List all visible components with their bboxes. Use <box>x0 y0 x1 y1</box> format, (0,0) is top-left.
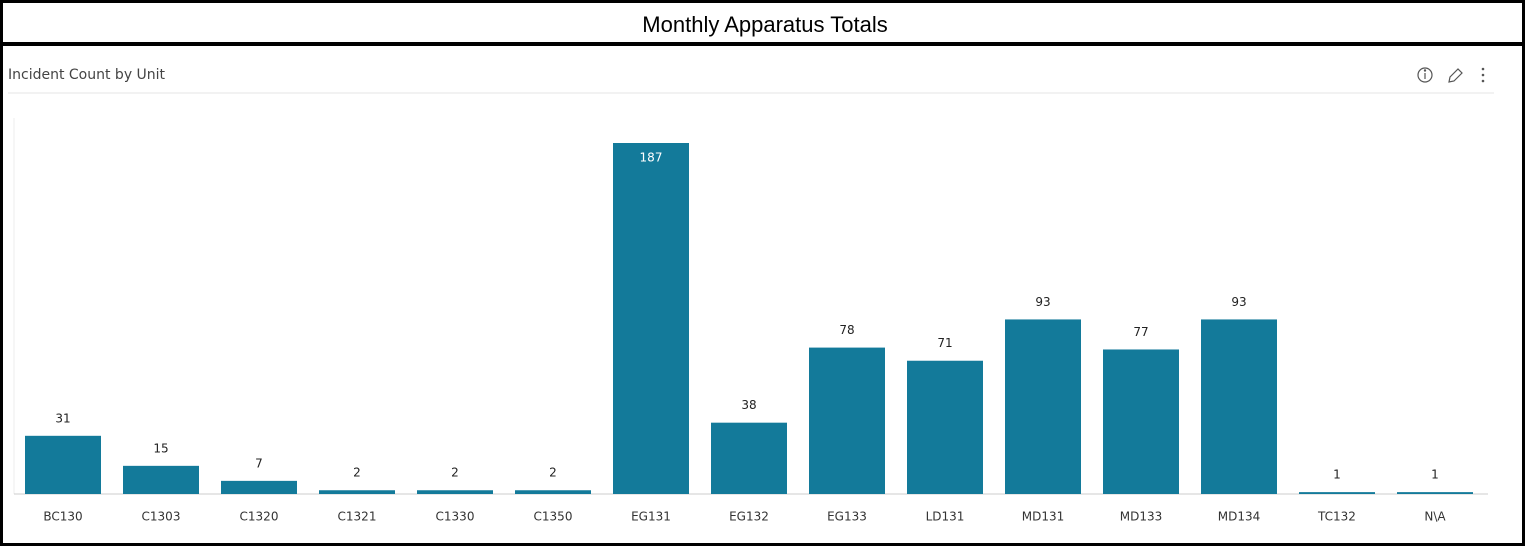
bar <box>319 490 395 494</box>
x-tick-label: TC132 <box>1317 510 1356 524</box>
bar <box>1299 492 1375 494</box>
bar <box>613 143 689 494</box>
bar <box>417 490 493 494</box>
value-label: 77 <box>1133 325 1148 339</box>
bar <box>711 422 787 494</box>
x-tick-label: MD133 <box>1120 510 1163 524</box>
x-tick-label: MD131 <box>1022 510 1065 524</box>
x-tick-label: C1321 <box>338 510 377 524</box>
bar <box>1103 349 1179 494</box>
value-label: 2 <box>353 466 361 480</box>
value-label: 31 <box>55 411 70 425</box>
bar <box>907 360 983 494</box>
value-label: 187 <box>640 151 663 165</box>
bar <box>809 347 885 494</box>
menu-icon[interactable] <box>1481 67 1485 83</box>
bar <box>1005 319 1081 494</box>
x-tick-label: MD134 <box>1218 510 1261 524</box>
edit-icon[interactable] <box>1448 68 1463 83</box>
chart-title: Monthly Apparatus Totals <box>642 12 887 37</box>
value-label: 78 <box>839 323 854 337</box>
value-label: 71 <box>937 336 952 350</box>
x-tick-label: EG133 <box>827 510 867 524</box>
chart-subtitle: Incident Count by Unit <box>8 67 166 83</box>
x-tick-label: C1350 <box>534 510 573 524</box>
value-label: 2 <box>549 466 557 480</box>
x-tick-label: N\A <box>1424 510 1446 524</box>
bar <box>515 490 591 494</box>
value-label: 7 <box>255 456 263 470</box>
x-tick-label: EG131 <box>631 510 671 524</box>
value-label: 15 <box>153 441 168 455</box>
bar <box>123 465 199 494</box>
info-icon[interactable] <box>1417 67 1433 83</box>
value-label: 2 <box>451 466 459 480</box>
value-label: 1 <box>1333 468 1341 482</box>
value-label: 93 <box>1035 295 1050 309</box>
value-label: 93 <box>1231 295 1246 309</box>
x-tick-label: C1330 <box>436 510 475 524</box>
x-tick-label: BC130 <box>43 510 82 524</box>
value-label: 1 <box>1431 468 1439 482</box>
x-tick-label: C1320 <box>240 510 279 524</box>
x-tick-label: EG132 <box>729 510 769 524</box>
bar <box>25 435 101 494</box>
bar <box>1397 492 1473 494</box>
x-tick-label: C1303 <box>142 510 181 524</box>
bar <box>221 480 297 494</box>
x-tick-label: LD131 <box>926 510 965 524</box>
bar <box>1201 319 1277 494</box>
value-label: 38 <box>741 398 756 412</box>
